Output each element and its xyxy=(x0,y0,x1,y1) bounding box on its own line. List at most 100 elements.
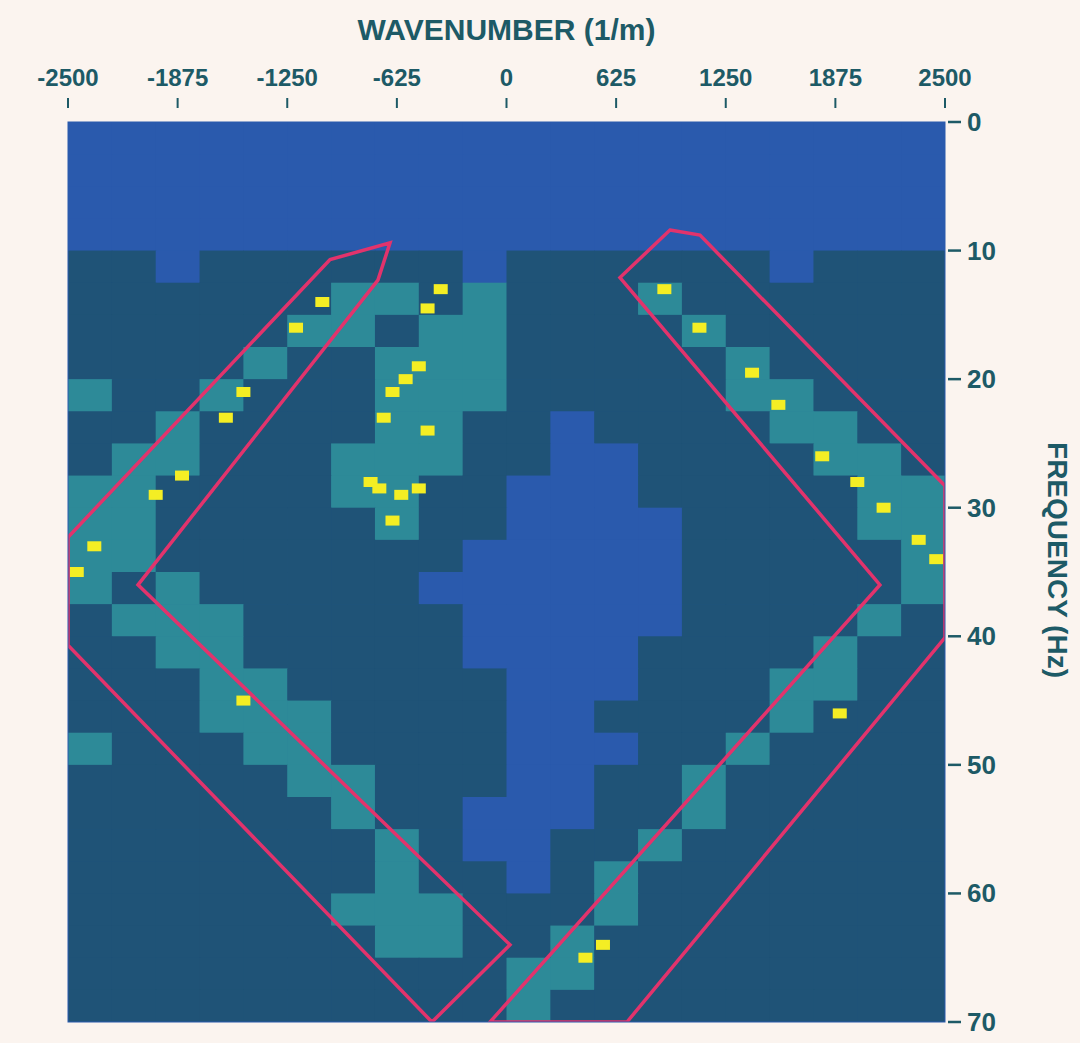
heat-cell xyxy=(638,701,682,734)
heat-cell xyxy=(243,186,287,219)
heat-cell xyxy=(770,540,814,573)
heat-cell xyxy=(200,315,244,348)
heat-cell xyxy=(463,476,507,509)
heat-cell xyxy=(375,668,419,701)
heat-cell xyxy=(726,572,770,605)
heat-cell xyxy=(594,572,638,605)
peak xyxy=(929,554,943,564)
heat-cell xyxy=(287,765,331,798)
heat-cell xyxy=(726,315,770,348)
heat-cell xyxy=(550,636,594,669)
heat-cell xyxy=(156,218,200,251)
heat-cell xyxy=(507,251,551,284)
heat-cell xyxy=(112,347,156,380)
y-tick xyxy=(948,121,961,124)
heat-cell xyxy=(463,829,507,862)
heat-cell xyxy=(419,154,463,187)
heat-cell xyxy=(507,572,551,605)
heat-cell xyxy=(156,347,200,380)
heat-cell xyxy=(507,122,551,155)
heat-cell xyxy=(594,926,638,959)
peak xyxy=(833,708,847,718)
heat-cell xyxy=(375,443,419,476)
heat-cell xyxy=(638,829,682,862)
heat-cell xyxy=(594,636,638,669)
heat-cell xyxy=(112,733,156,766)
heat-cell xyxy=(901,315,945,348)
heat-cell xyxy=(112,508,156,541)
heat-cell xyxy=(813,154,857,187)
heat-cell xyxy=(287,154,331,187)
peak xyxy=(421,303,435,313)
heat-cell xyxy=(419,283,463,316)
heat-cell xyxy=(68,186,112,219)
heat-cell xyxy=(638,668,682,701)
heat-cell xyxy=(901,990,945,1022)
heat-cell xyxy=(813,186,857,219)
heat-cell xyxy=(726,668,770,701)
heat-cell xyxy=(507,476,551,509)
heat-cell xyxy=(770,218,814,251)
heat-cell xyxy=(594,765,638,798)
heat-cell xyxy=(287,636,331,669)
chart: -2500-1875-1250-625062512501875250001020… xyxy=(0,0,1080,1043)
heat-cell xyxy=(463,411,507,444)
heat-cell xyxy=(901,218,945,251)
y-tick xyxy=(948,249,961,252)
heat-cell xyxy=(200,572,244,605)
heat-cell xyxy=(770,861,814,894)
heat-cell xyxy=(770,122,814,155)
y-tick-label: 30 xyxy=(967,493,996,523)
x-axis-title: WAVENUMBER (1/m) xyxy=(358,13,656,46)
heat-cell xyxy=(68,411,112,444)
heat-cell xyxy=(594,379,638,412)
heat-cell xyxy=(331,379,375,412)
heat-cell xyxy=(682,958,726,991)
heat-cell xyxy=(901,251,945,284)
heat-cell xyxy=(594,476,638,509)
heat-cell xyxy=(287,218,331,251)
heat-cell xyxy=(638,508,682,541)
heat-cell xyxy=(682,668,726,701)
heat-cell xyxy=(243,218,287,251)
heat-cell xyxy=(156,829,200,862)
heat-cell xyxy=(287,572,331,605)
heat-cell xyxy=(507,636,551,669)
heat-cell xyxy=(200,829,244,862)
heat-cell xyxy=(243,122,287,155)
heat-cell xyxy=(68,122,112,155)
heat-cell xyxy=(638,443,682,476)
heat-cell xyxy=(594,668,638,701)
heat-cell xyxy=(638,379,682,412)
x-tick-label: -1875 xyxy=(147,64,208,91)
heat-cell xyxy=(507,829,551,862)
heat-cell xyxy=(726,604,770,637)
heat-cell xyxy=(68,476,112,509)
heat-cell xyxy=(857,958,901,991)
peak xyxy=(912,535,926,545)
heat-cell xyxy=(726,218,770,251)
heat-cell xyxy=(331,797,375,830)
x-tick xyxy=(177,98,179,108)
peak xyxy=(385,387,399,397)
heat-cell xyxy=(901,572,945,605)
heat-cell xyxy=(463,251,507,284)
peak xyxy=(364,477,378,487)
heat-cell xyxy=(200,958,244,991)
heat-cell xyxy=(507,508,551,541)
heat-cell xyxy=(463,540,507,573)
heat-cell xyxy=(594,315,638,348)
heat-cell xyxy=(331,186,375,219)
heat-cell xyxy=(726,636,770,669)
heat-cell xyxy=(638,861,682,894)
heat-cell xyxy=(857,797,901,830)
heat-cell xyxy=(682,186,726,219)
heat-cell xyxy=(419,958,463,991)
heat-cell xyxy=(726,508,770,541)
heat-cell xyxy=(156,668,200,701)
x-tick xyxy=(615,98,617,108)
heat-cell xyxy=(638,990,682,1022)
heat-cell xyxy=(726,893,770,926)
heat-cell xyxy=(550,990,594,1022)
heat-cell xyxy=(550,411,594,444)
